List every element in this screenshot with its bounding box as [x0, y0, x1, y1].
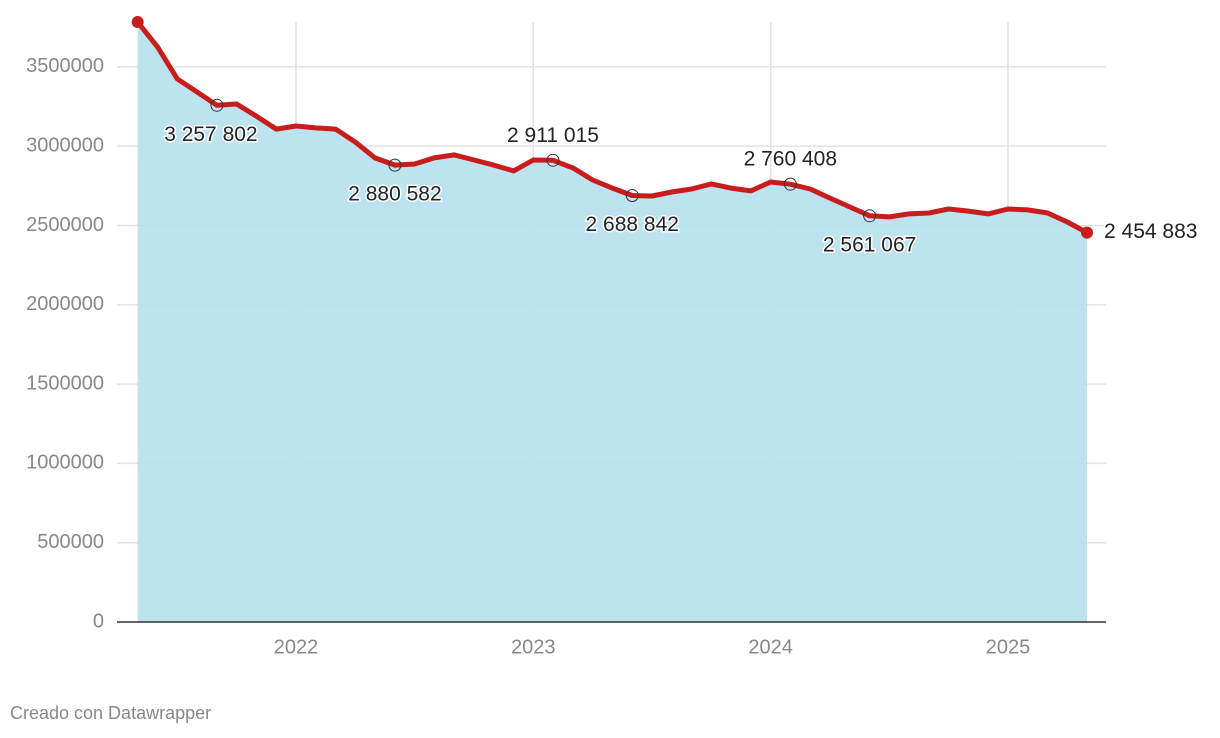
- x-tick-label: 2025: [986, 636, 1031, 658]
- y-tick-label: 3500000: [26, 55, 104, 77]
- y-tick-label: 2500000: [26, 214, 104, 236]
- x-tick-label: 2023: [511, 636, 556, 658]
- y-tick-label: 3000000: [26, 134, 104, 156]
- value-label: 2 760 408: [744, 148, 837, 171]
- value-label: 2 561 067: [823, 233, 916, 256]
- footer: Creado con Datawrapper: [10, 703, 211, 723]
- area: [137, 22, 1088, 622]
- point-marker: [210, 98, 224, 112]
- y-tick-label: 1000000: [26, 452, 104, 474]
- point-marker: [783, 177, 797, 191]
- value-label: 2 688 842: [586, 213, 679, 236]
- x-tick-label: 2022: [274, 636, 319, 658]
- value-label: 2 454 883: [1104, 220, 1197, 243]
- end-point: [1081, 226, 1094, 239]
- line: [135, 19, 1090, 236]
- y-tick-label: 1500000: [26, 372, 104, 394]
- end-point: [131, 16, 144, 28]
- value-label: 2 911 015: [507, 124, 599, 147]
- point-marker: [546, 153, 560, 167]
- x-tick-label: 2024: [748, 636, 793, 658]
- value-label: 2 880 582: [348, 183, 441, 206]
- y-tick-label: 2000000: [26, 293, 104, 315]
- y-tick-label: 0: [93, 610, 104, 632]
- value-label: 3 257 802: [164, 123, 257, 146]
- y-tick-label: 500000: [37, 531, 104, 553]
- point-marker: [388, 158, 402, 172]
- point-marker: [863, 209, 877, 223]
- point-marker: [625, 189, 639, 203]
